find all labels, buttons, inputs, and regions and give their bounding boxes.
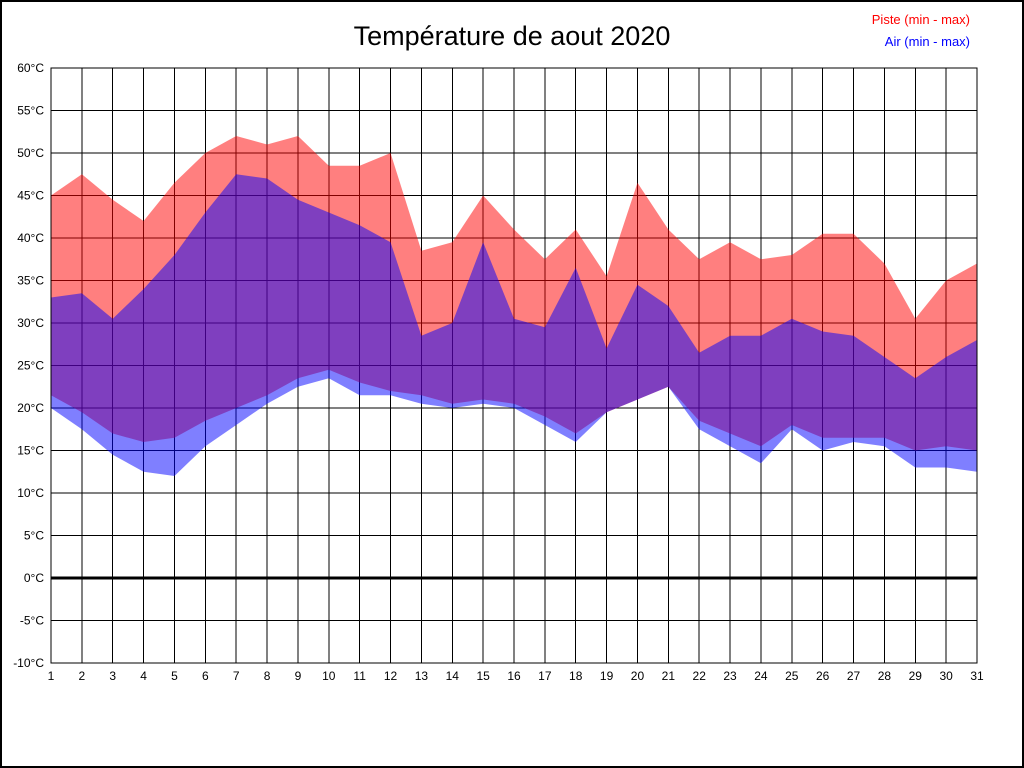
y-tick-label: 45°C xyxy=(17,189,44,203)
x-tick-label: 14 xyxy=(446,669,460,683)
x-tick-label: 26 xyxy=(816,669,830,683)
y-tick-label: 25°C xyxy=(17,359,44,373)
x-tick-label: 1 xyxy=(48,669,55,683)
x-tick-label: 9 xyxy=(295,669,302,683)
x-tick-label: 27 xyxy=(847,669,861,683)
plot-frame xyxy=(50,67,978,664)
x-tick-label: 28 xyxy=(878,669,892,683)
y-tick-label: -5°C xyxy=(20,614,44,628)
legend-air: Air (min - max) xyxy=(884,34,970,49)
x-tick-label: 19 xyxy=(600,669,614,683)
x-tick-label: 3 xyxy=(109,669,116,683)
x-tick-label: 17 xyxy=(538,669,552,683)
y-tick-label: 40°C xyxy=(17,231,44,245)
x-tick-label: 23 xyxy=(723,669,737,683)
y-tick-label: 20°C xyxy=(17,401,44,415)
x-tick-label: 29 xyxy=(909,669,923,683)
x-tick-label: 6 xyxy=(202,669,209,683)
y-tick-label: 10°C xyxy=(17,486,44,500)
x-tick-label: 24 xyxy=(754,669,768,683)
x-tick-label: 18 xyxy=(569,669,583,683)
x-tick-label: 31 xyxy=(970,669,984,683)
chart-legend: Piste (min - max) Air (min - max) xyxy=(872,9,970,53)
x-tick-label: 11 xyxy=(353,669,366,683)
y-tick-label: 55°C xyxy=(17,104,44,118)
chart-title: Température de aout 2020 xyxy=(353,21,671,51)
x-tick-label: 8 xyxy=(264,669,271,683)
y-tick-label: 35°C xyxy=(17,274,44,288)
y-tick-label: -10°C xyxy=(13,656,44,670)
x-tick-label: 4 xyxy=(140,669,147,683)
x-tick-label: 13 xyxy=(415,669,429,683)
x-tick-label: 20 xyxy=(631,669,645,683)
x-tick-label: 15 xyxy=(476,669,490,683)
x-tick-label: 10 xyxy=(322,669,336,683)
x-tick-label: 12 xyxy=(384,669,398,683)
y-tick-label: 5°C xyxy=(24,529,44,543)
y-tick-label: 15°C xyxy=(17,444,44,458)
legend-piste: Piste (min - max) xyxy=(871,12,970,27)
x-tick-label: 7 xyxy=(233,669,240,683)
x-tick-label: 30 xyxy=(939,669,953,683)
x-tick-label: 22 xyxy=(693,669,707,683)
air-band xyxy=(51,174,977,476)
y-tick-label: 50°C xyxy=(17,146,44,160)
x-tick-label: 2 xyxy=(79,669,86,683)
x-tick-label: 21 xyxy=(662,669,676,683)
y-tick-label: 30°C xyxy=(17,316,44,330)
x-tick-label: 16 xyxy=(507,669,521,683)
x-tick-label: 25 xyxy=(785,669,799,683)
y-tick-label: 60°C xyxy=(17,61,44,75)
x-tick-label: 5 xyxy=(171,669,178,683)
y-tick-label: 0°C xyxy=(24,571,44,585)
